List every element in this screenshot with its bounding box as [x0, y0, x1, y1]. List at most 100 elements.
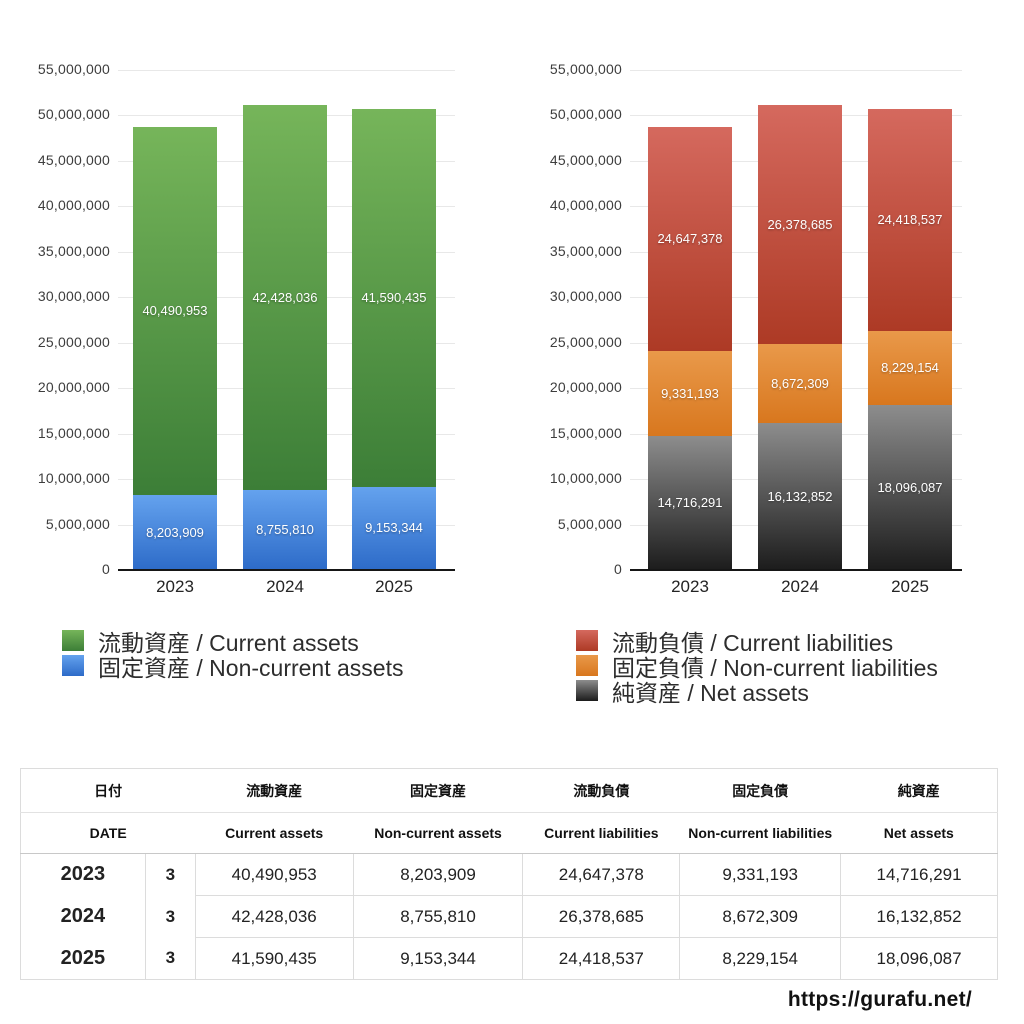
- bar-value-label: 8,229,154: [881, 360, 939, 376]
- y-tick-label: 55,000,000: [549, 61, 622, 77]
- value-cell: 8,672,309: [679, 895, 842, 938]
- column-header-en: Current liabilities: [522, 812, 680, 854]
- gridline: [118, 70, 455, 71]
- value-cell: 8,229,154: [679, 937, 842, 980]
- y-tick-label: 30,000,000: [37, 288, 110, 305]
- bar-value-label: 8,672,309: [771, 375, 829, 391]
- value-cell: 8,203,909: [353, 853, 524, 896]
- y-tick-label: 25,000,000: [37, 333, 110, 350]
- value-cell: 18,096,087: [840, 937, 998, 980]
- legend-swatch-icon: [62, 655, 84, 676]
- liabilities-legend: 流動負債 / Current liabilities 固定負債 / Non-cur…: [576, 628, 938, 706]
- value-cell: 14,716,291: [876, 864, 962, 884]
- liabilities-chart: 55,000,000 50,000,000 45,000,000 40,000,000…: [512, 0, 1024, 715]
- month-cell: 3: [145, 853, 196, 896]
- value-cell: 42,428,036: [195, 895, 354, 938]
- bar-value-label: 16,132,852: [767, 488, 833, 504]
- legend-item: 流動負債 / Current liabilities: [576, 628, 938, 656]
- month-cell: 3: [145, 895, 196, 938]
- bar-segment-net-assets-2024: [758, 423, 842, 570]
- value-cell: 24,418,537: [522, 937, 681, 980]
- bar-value-label: 14,716,291: [657, 495, 723, 511]
- y-tick-label: 50,000,000: [37, 106, 110, 123]
- bar-segment-net-assets-2025: [868, 405, 952, 570]
- table-header: 日付 流動資産 固定資産 流動負債 固定負債 純資産 DATE Current assets…: [20, 768, 998, 854]
- y-tick-label: 55,000,000: [37, 61, 110, 77]
- year-cell: 2023: [20, 853, 146, 896]
- bar-value-label: 41,590,435: [361, 289, 427, 305]
- column-header-jp: 流動資産: [195, 768, 354, 813]
- y-tick-label: 10,000,000: [37, 470, 110, 487]
- bar-value-label: 8,203,909: [146, 524, 204, 540]
- legend-swatch-icon: [576, 630, 598, 651]
- value-cell: 24,647,378: [522, 853, 681, 896]
- x-tick-label: 2025: [891, 577, 929, 596]
- legend-label: 純資産 / Net assets: [612, 679, 809, 706]
- y-tick-label: 50,000,000: [549, 106, 622, 123]
- x-tick-label: 2023: [156, 577, 194, 596]
- table-row: 2024 3 42,428,036 8,755,810 26,378,685 8,672,…: [20, 895, 998, 938]
- bar-segment-non-current-assets-2025: [352, 486, 436, 570]
- value-cell: 40,490,953: [195, 853, 354, 896]
- bar-value-label: 18,096,087: [877, 479, 943, 495]
- gridline: [630, 70, 962, 71]
- bar-value-label: 9,331,193: [661, 385, 719, 401]
- assets-legend: 流動資産 / Current assets 固定資産 / Non-current …: [62, 628, 403, 681]
- x-tick-label: 2023: [671, 577, 709, 596]
- bar-segment-current-liabilities-2023: [648, 127, 732, 352]
- column-header-jp: 固定資産: [353, 768, 523, 813]
- legend-label: 流動資産 / Current assets: [98, 629, 359, 656]
- bar-segment-non-current-liabilities-2023: [648, 351, 732, 437]
- column-header-en: DATE: [20, 812, 196, 854]
- value-cell: 41,590,435: [195, 937, 354, 980]
- bar-segment-current-liabilities-2024: [758, 104, 842, 345]
- legend-label: 固定負債 / Non-current liabilities: [612, 654, 938, 681]
- y-tick-label: 40,000,000: [549, 197, 622, 214]
- bar-value-label: 24,647,378: [657, 231, 723, 247]
- value-cell: 8,755,810: [353, 895, 524, 938]
- value-cell: 26,378,685: [522, 895, 681, 938]
- y-tick-label: 0: [614, 561, 622, 577]
- bar-value-label: 24,418,537: [877, 211, 943, 227]
- y-tick-label: 15,000,000: [37, 424, 110, 441]
- legend-item: 固定負債 / Non-current liabilities: [576, 653, 938, 681]
- bar-segment-current-assets-2024: [243, 104, 327, 491]
- legend-item: 流動資産 / Current assets: [62, 628, 403, 656]
- bar-value-label: 42,428,036: [252, 289, 318, 305]
- site-url: https://gurafu.net/: [787, 988, 972, 1011]
- x-tick-label: 2024: [781, 577, 819, 596]
- value-cell: 16,132,852: [840, 895, 998, 938]
- value-cell: 9,331,193: [679, 853, 842, 896]
- x-tick-label: 2024: [266, 577, 304, 596]
- x-axis-line: [118, 569, 455, 571]
- x-tick-label: 2025: [375, 577, 413, 596]
- bar-segment-non-current-liabilities-2025: [868, 330, 952, 406]
- y-tick-label: 5,000,000: [45, 515, 110, 532]
- column-header-en: Non-current liabilities: [679, 812, 841, 854]
- table-row: 2025 3 41,590,435 9,153,344 24,418,537 8,229,…: [20, 937, 998, 980]
- y-tick-label: 40,000,000: [37, 197, 110, 214]
- legend-label: 固定資産 / Non-current assets: [98, 654, 404, 681]
- balance-sheet-table: 日付 流動資産 固定資産 流動負債 固定負債 純資産 DATE Current assets…: [20, 768, 998, 980]
- bar-value-label: 40,490,953: [142, 303, 208, 319]
- legend-swatch-icon: [576, 680, 598, 701]
- y-tick-label: 0: [102, 561, 110, 577]
- bar-segment-current-assets-2025: [352, 108, 436, 487]
- bar-value-label: 8,755,810: [256, 522, 314, 538]
- bar-segment-net-assets-2023: [648, 436, 732, 570]
- bar-value-label: 9,153,344: [365, 520, 423, 536]
- y-tick-label: 35,000,000: [37, 242, 110, 259]
- bar-segment-non-current-assets-2023: [133, 495, 217, 570]
- y-tick-label: 45,000,000: [549, 151, 622, 168]
- legend-swatch-icon: [62, 630, 84, 651]
- x-axis-line: [630, 569, 962, 571]
- y-tick-label: 20,000,000: [549, 379, 622, 396]
- bar-value-label: 26,378,685: [767, 216, 833, 232]
- y-tick-label: 15,000,000: [549, 424, 622, 441]
- assets-chart: 55,000,000 50,000,000 45,000,000 40,000,000…: [0, 0, 512, 715]
- y-tick-label: 10,000,000: [549, 470, 622, 487]
- y-tick-label: 30,000,000: [549, 288, 622, 305]
- month-cell: 3: [145, 937, 196, 980]
- column-header-jp: 純資産: [840, 768, 998, 813]
